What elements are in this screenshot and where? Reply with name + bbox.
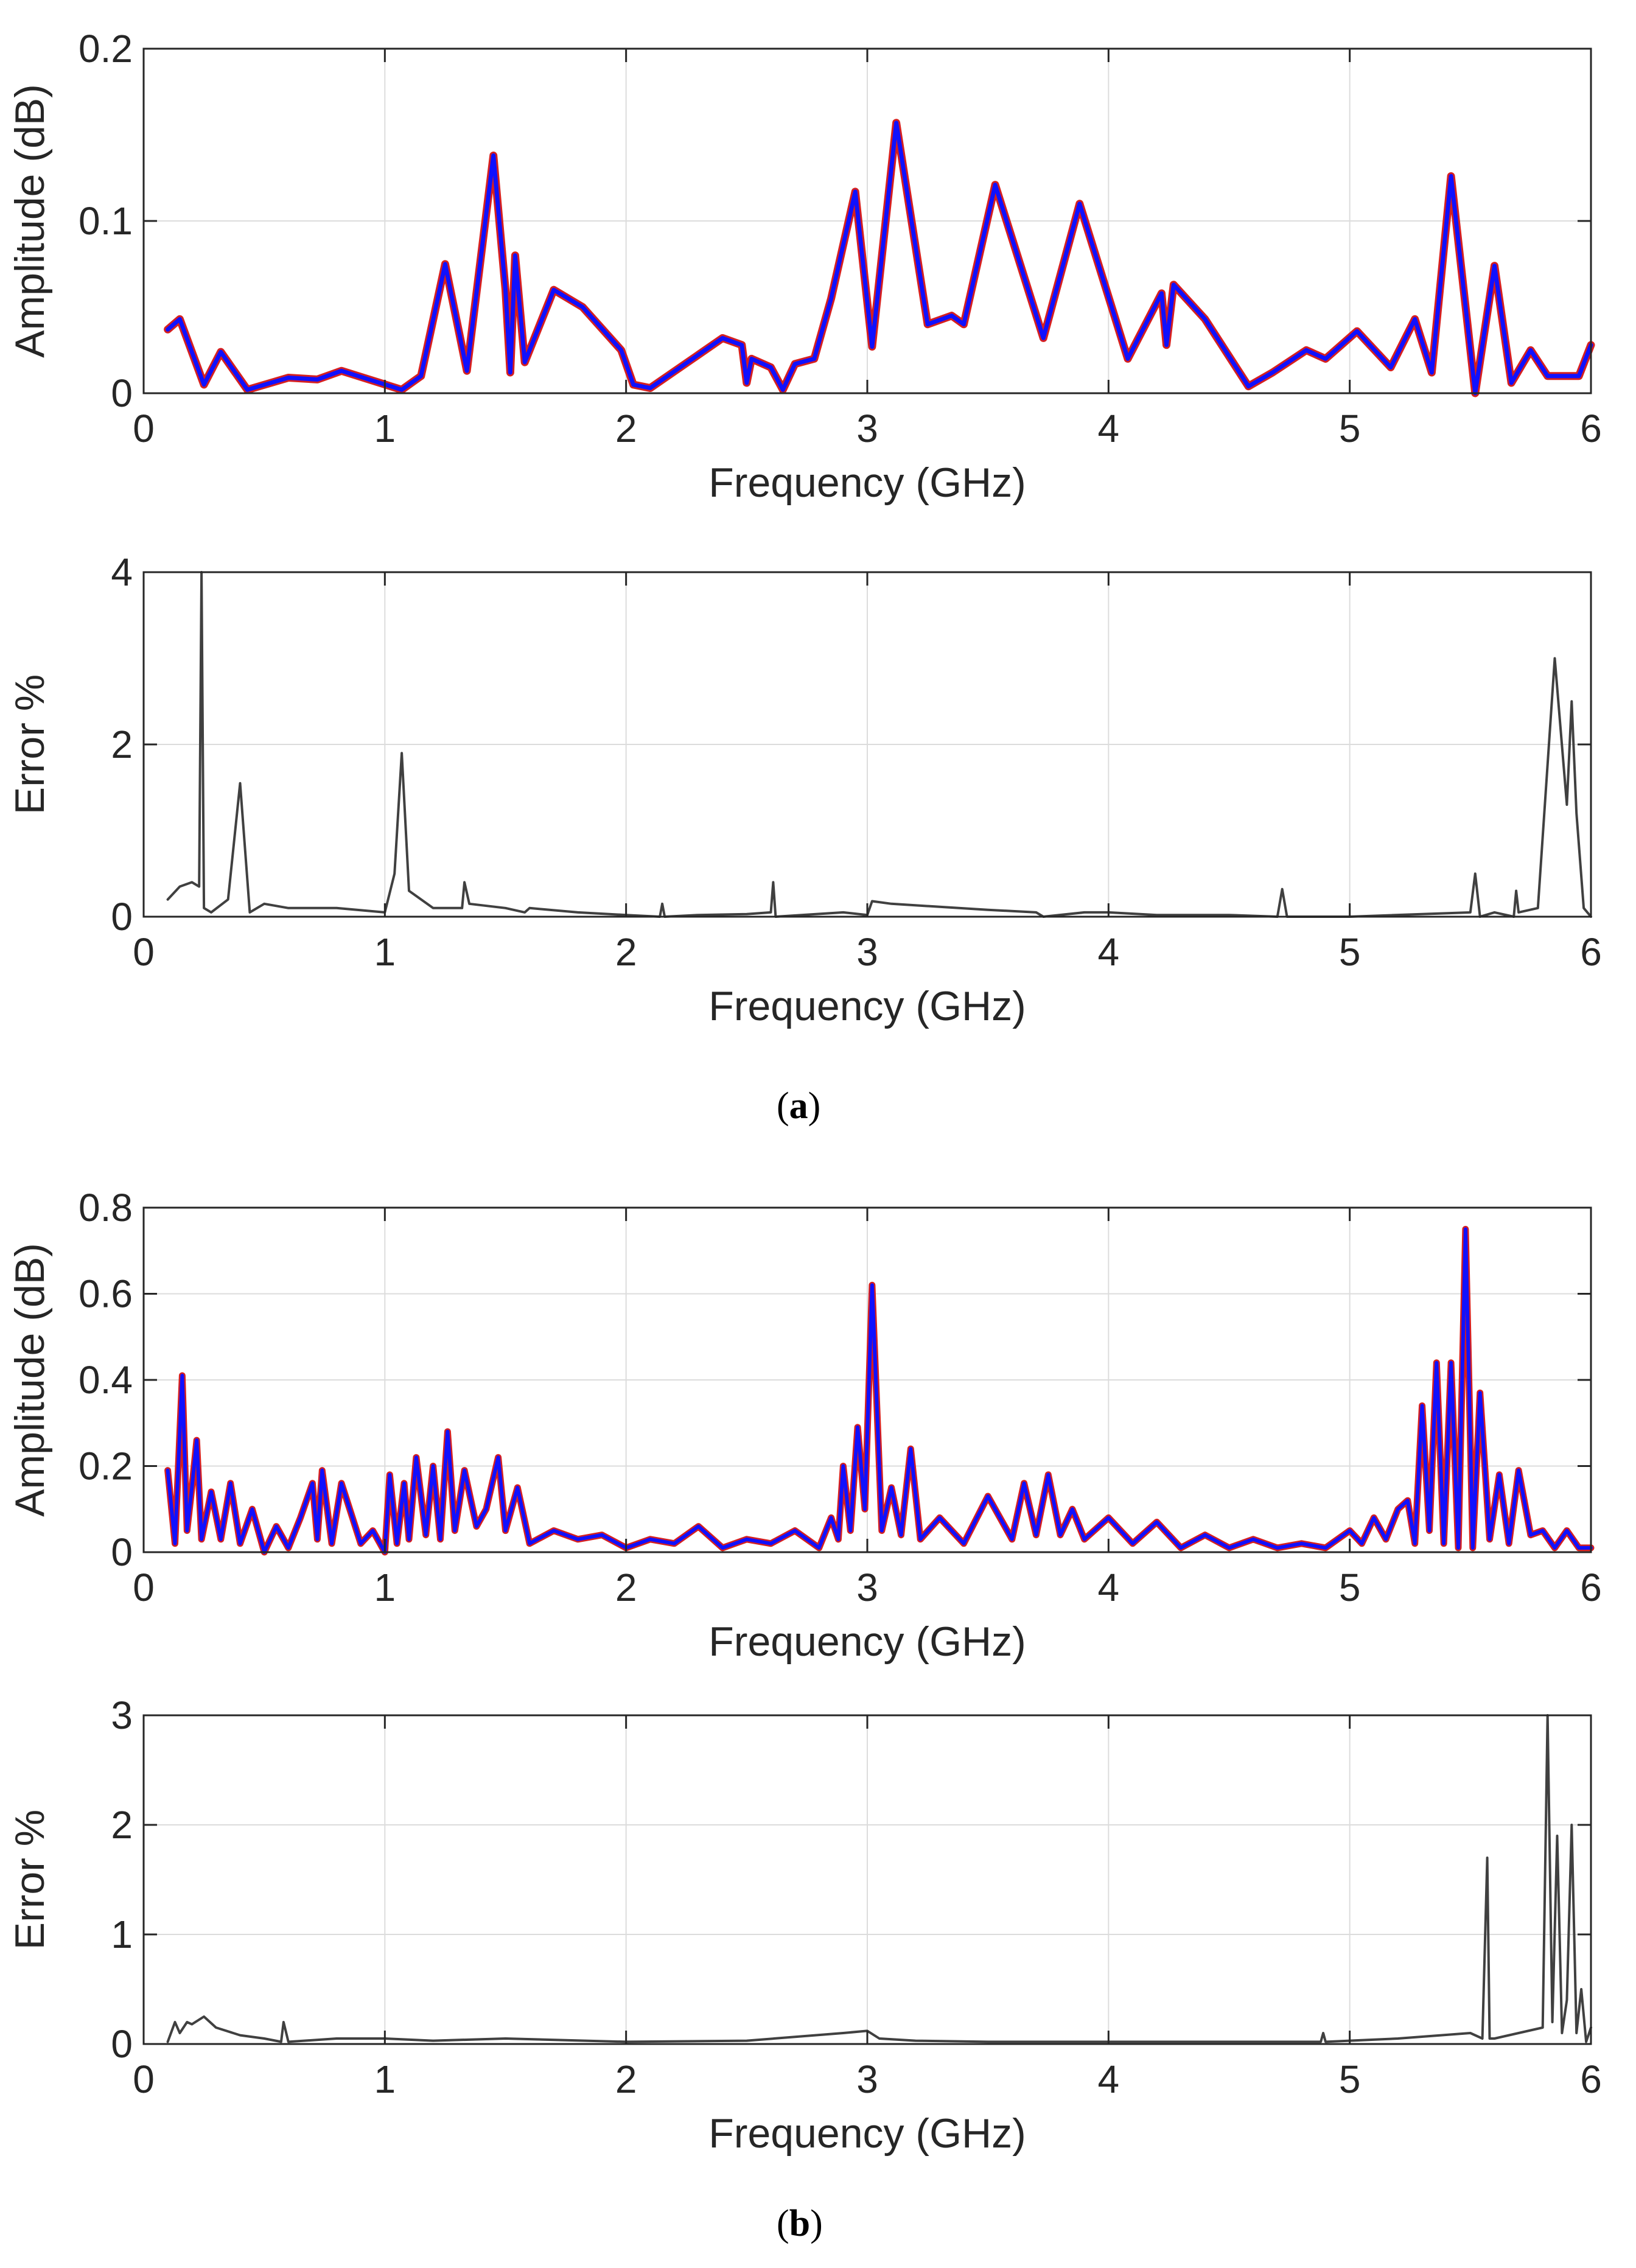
panel-label-b-close: ) bbox=[810, 2203, 823, 2244]
panel-label-a-open: ( bbox=[777, 1085, 789, 1127]
x-tick-label: 0 bbox=[133, 407, 155, 450]
chart-b-error: 0 1 2 3 4 5 6 0 1 2 3 Frequency (GHz) Error % bbox=[7, 1693, 1602, 2157]
x-tick-label: 4 bbox=[1098, 407, 1120, 450]
panel-label-a-letter: a bbox=[789, 1085, 808, 1127]
panel-label-a: (a) bbox=[777, 1085, 820, 1128]
x-tick-label: 6 bbox=[1580, 2057, 1602, 2101]
x-tick-label: 6 bbox=[1580, 930, 1602, 974]
y-tick-label: 2 bbox=[111, 723, 133, 766]
x-tick-label: 5 bbox=[1339, 1566, 1361, 1609]
x-tick-label: 1 bbox=[374, 1566, 396, 1609]
y-tick-label: 1 bbox=[111, 1913, 133, 1956]
chart-a-amplitude: 0 1 2 3 4 5 6 0 0.1 0.2 Frequency (GHz) Amplitude (… bbox=[7, 27, 1602, 506]
y-axis-label: Amplitude (dB) bbox=[7, 84, 53, 358]
x-axis-label: Frequency (GHz) bbox=[708, 1619, 1026, 1665]
x-tick-label: 2 bbox=[615, 930, 637, 974]
series-error-line bbox=[166, 1714, 1592, 2043]
x-tick-label: 6 bbox=[1580, 1566, 1602, 1609]
y-tick-label: 2 bbox=[111, 1803, 133, 1847]
panel-label-b: (b) bbox=[777, 2202, 823, 2245]
x-tick-label: 5 bbox=[1339, 930, 1361, 974]
x-tick-label: 1 bbox=[374, 2057, 396, 2101]
x-tick-label: 4 bbox=[1098, 930, 1120, 974]
y-tick-label: 0 bbox=[111, 895, 133, 939]
x-tick-label: 5 bbox=[1339, 407, 1361, 450]
x-tick-label: 0 bbox=[133, 2057, 155, 2101]
x-tick-label: 0 bbox=[133, 1566, 155, 1609]
y-axis-label: Error % bbox=[7, 674, 53, 814]
series-predicted-line bbox=[166, 1227, 1593, 1554]
y-axis-label: Error % bbox=[7, 1810, 53, 1950]
y-axis-label: Amplitude (dB) bbox=[7, 1243, 53, 1517]
y-tick-label: 0.8 bbox=[79, 1186, 133, 1230]
panel-label-b-open: ( bbox=[777, 2203, 789, 2244]
x-tick-label: 4 bbox=[1098, 2057, 1120, 2101]
x-axis-label: Frequency (GHz) bbox=[708, 983, 1026, 1029]
y-tick-label: 0.6 bbox=[79, 1272, 133, 1316]
y-tick-label: 0.1 bbox=[79, 199, 133, 243]
x-tick-label: 6 bbox=[1580, 407, 1602, 450]
y-tick-label: 4 bbox=[111, 550, 133, 594]
y-tick-label: 0 bbox=[111, 1530, 133, 1574]
x-tick-label: 2 bbox=[615, 1566, 637, 1609]
y-tick-label: 3 bbox=[111, 1693, 133, 1737]
panel-label-a-close: ) bbox=[808, 1085, 821, 1127]
y-tick-label: 0 bbox=[111, 371, 133, 415]
y-tick-label: 0.2 bbox=[79, 1444, 133, 1488]
panel-label-b-letter: b bbox=[789, 2203, 811, 2244]
x-tick-label: 3 bbox=[856, 930, 878, 974]
x-tick-label: 2 bbox=[615, 2057, 637, 2101]
y-tick-label: 0.4 bbox=[79, 1358, 133, 1402]
y-tick-label: 0 bbox=[111, 2022, 133, 2066]
series-predicted-line bbox=[166, 121, 1593, 396]
x-tick-label: 1 bbox=[374, 407, 396, 450]
x-tick-label: 3 bbox=[856, 2057, 878, 2101]
x-tick-label: 4 bbox=[1098, 1566, 1120, 1609]
x-tick-label: 3 bbox=[856, 407, 878, 450]
x-tick-label: 2 bbox=[615, 407, 637, 450]
chart-a-error: 0 1 2 3 4 5 6 0 2 4 Frequency (GHz) Error % bbox=[7, 550, 1602, 1029]
series-error-line bbox=[166, 571, 1592, 918]
x-tick-label: 0 bbox=[133, 930, 155, 974]
x-axis-label: Frequency (GHz) bbox=[708, 460, 1026, 506]
x-axis-label: Frequency (GHz) bbox=[708, 2110, 1026, 2157]
y-tick-label: 0.2 bbox=[79, 27, 133, 71]
chart-b-amplitude: 0 1 2 3 4 5 6 0 0.2 0.4 0.6 0.8 Frequency (GHz) Ampli… bbox=[7, 1186, 1602, 1665]
x-tick-label: 3 bbox=[856, 1566, 878, 1609]
x-tick-label: 1 bbox=[374, 930, 396, 974]
x-tick-label: 5 bbox=[1339, 2057, 1361, 2101]
